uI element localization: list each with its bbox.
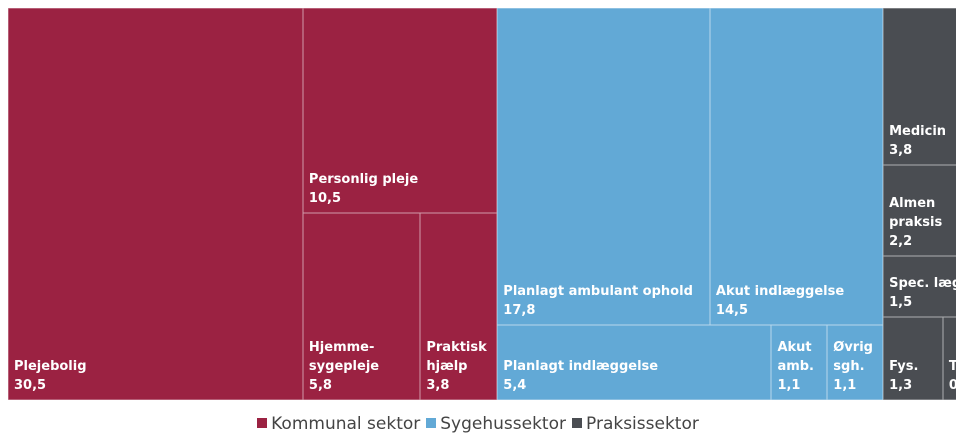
tile-name: Akut indlæggelse bbox=[715, 284, 845, 300]
tile-name: Spec. læge bbox=[889, 276, 956, 292]
legend-swatch bbox=[572, 418, 582, 428]
tile-label: Spec. læge 1,5 bbox=[889, 274, 956, 312]
legend-label: Praksissektor bbox=[586, 414, 699, 434]
tile-name: Almen praksis bbox=[889, 195, 943, 230]
tile-label: Akut amb. 1,1 bbox=[777, 338, 814, 395]
tile-value: 0, bbox=[948, 377, 956, 393]
tile: Fys. 1,3 bbox=[883, 317, 943, 400]
tile-label: Øvrig sgh. 1,1 bbox=[833, 338, 873, 395]
tile: Praktisk hjælp 3,8 bbox=[420, 212, 498, 400]
tile-name: Plejebolig bbox=[14, 359, 87, 374]
tile-value: 1,5 bbox=[889, 295, 913, 311]
tile-label: Akut indlæggelse 14,5 bbox=[716, 282, 844, 320]
legend-item: Kommunal sektor bbox=[257, 414, 420, 434]
treemap: Plejebolig 30,5 Personlig pleje 10,5 Hjemme-… bbox=[8, 8, 956, 400]
tile: T 0, bbox=[942, 317, 956, 400]
tile-value: 30,5 bbox=[14, 378, 47, 393]
tile: Almen praksis 2,2 bbox=[883, 164, 956, 256]
legend-label: Kommunal sektor bbox=[271, 414, 421, 434]
legend-item: Sygehussektor bbox=[426, 414, 566, 434]
tile: Plejebolig 30,5 bbox=[8, 8, 303, 400]
tile: Spec. læge 1,5 bbox=[883, 255, 956, 318]
tile: Personlig pleje 10,5 bbox=[302, 8, 498, 213]
tile-name: Øvrig sgh. bbox=[833, 339, 873, 374]
legend-swatch bbox=[257, 418, 268, 428]
tile: Planlagt indlæggelse 5,4 bbox=[497, 325, 772, 400]
tile: Medicin 3,8 bbox=[883, 8, 956, 165]
tile-name: Medicin bbox=[889, 123, 947, 139]
tile: Øvrig sgh. 1,1 bbox=[827, 325, 884, 400]
tile-label: Personlig pleje 10,5 bbox=[309, 170, 418, 208]
tile-name: Planlagt indlæggelse bbox=[503, 358, 659, 374]
tile-name: Planlagt ambulant ophold bbox=[503, 284, 693, 300]
tile-value: 3,8 bbox=[889, 142, 913, 158]
legend-item: Praksissektor bbox=[572, 414, 699, 434]
tile-value: 1,3 bbox=[889, 377, 913, 393]
tile-value: 1,1 bbox=[777, 377, 801, 393]
tile-value: 14,5 bbox=[715, 303, 748, 319]
tile-name: Akut amb. bbox=[777, 339, 814, 374]
tile-value: 5,4 bbox=[503, 377, 527, 393]
tile: Hjemme- sygepleje 5,8 bbox=[302, 212, 421, 400]
tile-label: Fys. 1,3 bbox=[889, 357, 918, 395]
tile: Planlagt ambulant ophold 17,8 bbox=[497, 8, 710, 326]
legend-swatch bbox=[426, 418, 437, 428]
tile-name: T bbox=[948, 358, 956, 374]
tile-name: Fys. bbox=[889, 358, 919, 374]
tile-label: Hjemme- sygepleje 5,8 bbox=[309, 338, 379, 395]
tile-label: T 0, bbox=[949, 357, 956, 395]
tile-label: Plejebolig 30,5 bbox=[14, 357, 87, 395]
tile-value: 10,5 bbox=[308, 190, 341, 206]
tile-value: 3,8 bbox=[426, 377, 450, 393]
tile-name: Praktisk hjælp bbox=[426, 339, 487, 374]
tile-label: Planlagt ambulant ophold 17,8 bbox=[503, 282, 693, 320]
tile-value: 17,8 bbox=[503, 303, 536, 319]
tile: Akut amb. 1,1 bbox=[771, 325, 828, 400]
tile-name: Hjemme- sygepleje bbox=[308, 339, 380, 374]
tile-name: Personlig pleje bbox=[308, 171, 419, 187]
legend: Kommunal sektor Sygehussektor Praksissekto… bbox=[0, 414, 956, 434]
tile-label: Almen praksis 2,2 bbox=[889, 194, 942, 251]
tile-label: Medicin 3,8 bbox=[889, 122, 946, 160]
legend-label: Sygehussektor bbox=[440, 414, 566, 434]
tile-value: 2,2 bbox=[889, 233, 913, 249]
tile-label: Praktisk hjælp 3,8 bbox=[426, 338, 486, 395]
tile-value: 1,1 bbox=[833, 377, 857, 393]
tile-value: 5,8 bbox=[308, 377, 332, 393]
tile: Akut indlæggelse 14,5 bbox=[709, 8, 884, 326]
tile-label: Planlagt indlæggelse 5,4 bbox=[503, 357, 658, 395]
